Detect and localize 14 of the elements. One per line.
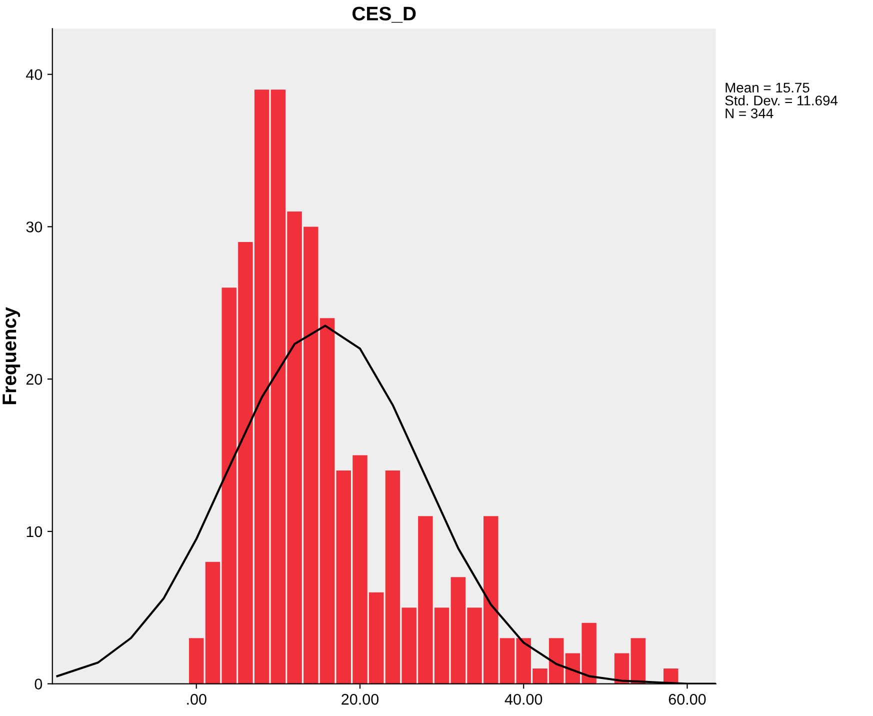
- x-tick-label: 60.00: [668, 694, 706, 705]
- y-tick-label: 10: [26, 526, 42, 538]
- y-tick-label: 20: [26, 374, 42, 385]
- text: Std. Dev. = 11.694: [725, 95, 838, 106]
- x-tick-label: 40.00: [504, 694, 542, 705]
- chart-title: CES_D: [352, 6, 416, 23]
- y-tick-label: 30: [26, 222, 42, 232]
- y-tick-label: 0: [34, 678, 42, 690]
- x-tick-label: 20.00: [342, 694, 379, 705]
- y-axis-title: Frequency: [2, 307, 20, 404]
- x-tick-label: .00: [187, 694, 206, 705]
- y-tick-label: 40: [26, 69, 42, 80]
- text: Mean = 15.75: [726, 82, 810, 93]
- text: N = 344: [726, 108, 774, 118]
